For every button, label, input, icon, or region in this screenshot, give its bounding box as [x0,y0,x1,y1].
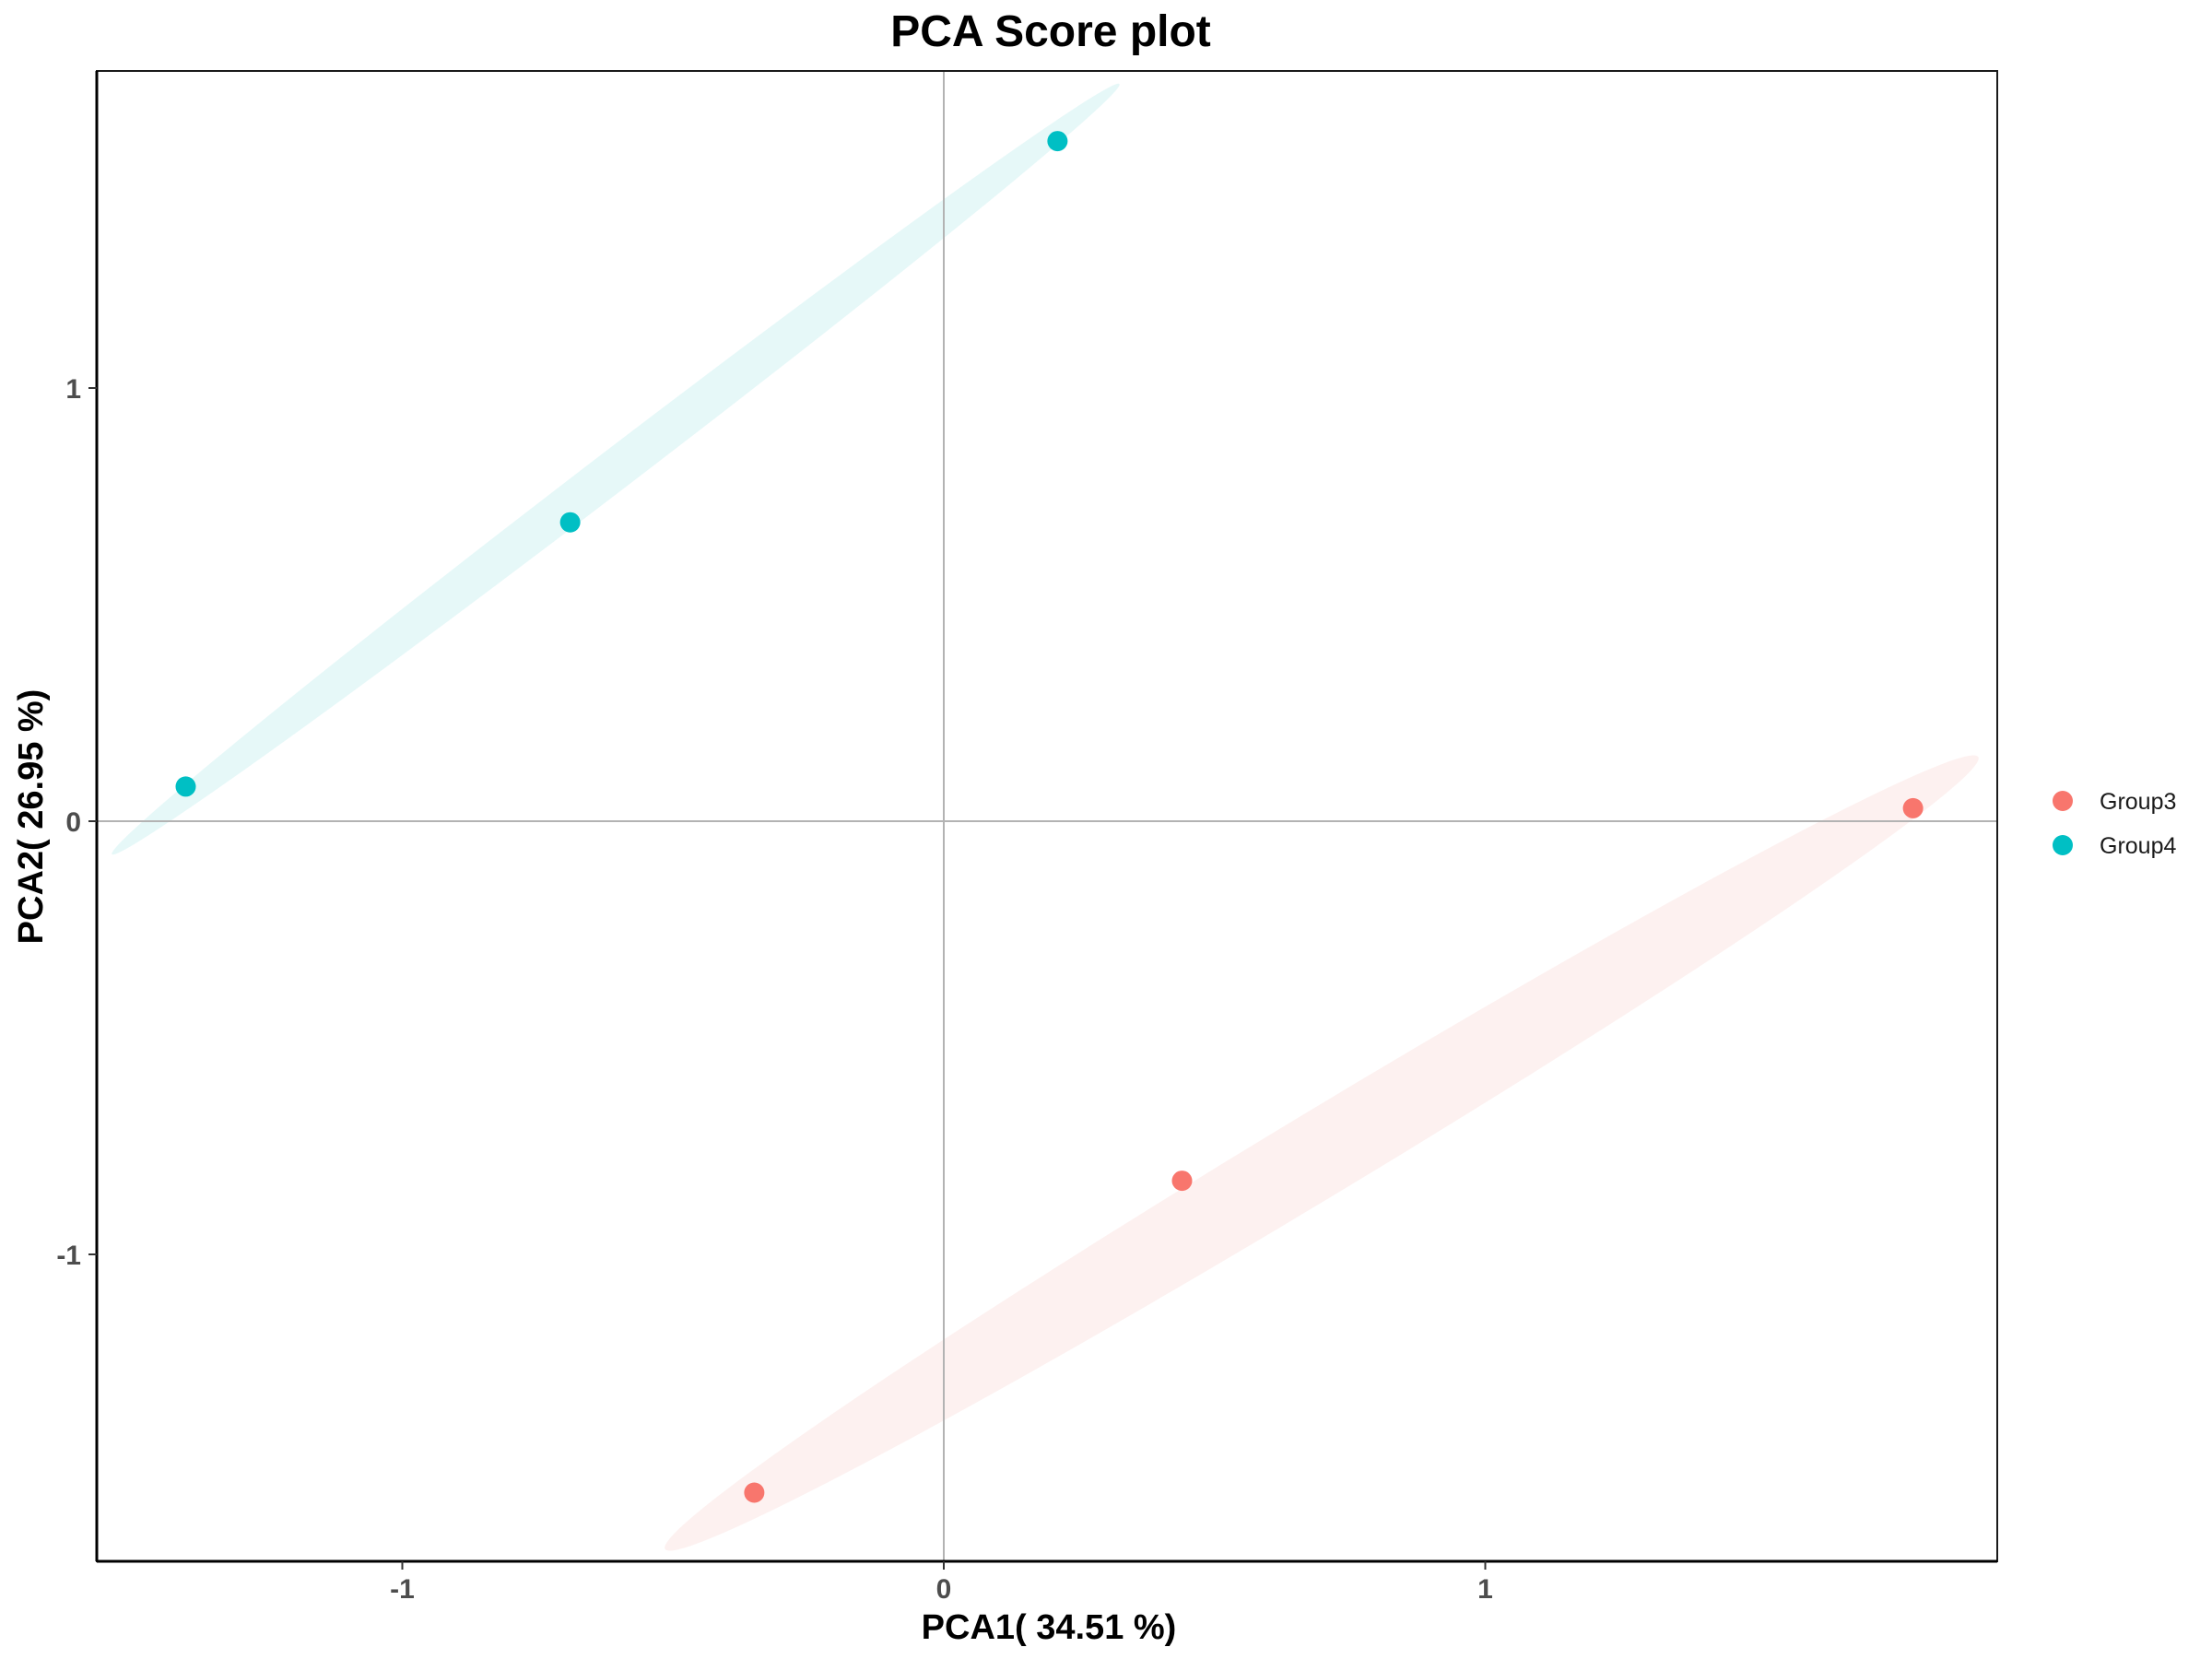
y-tick-label: -1 [56,1241,81,1271]
confidence-ellipses [112,83,1979,1551]
x-tick-label: 1 [1477,1574,1493,1605]
legend-key-group3-icon [2053,791,2073,811]
x-tick-label: 0 [936,1574,952,1605]
ellipse-group3 [665,755,1979,1551]
chart-title: PCA Score plot [890,7,1211,56]
ellipse-group4 [112,83,1120,855]
point-group4 [559,512,581,533]
point-group4 [175,776,196,797]
legend-label-group4: Group4 [2100,833,2176,859]
x-tick-label: -1 [390,1574,415,1605]
data-points [175,131,1924,1503]
x-axis-ticks: -1 0 1 [390,1561,1493,1605]
legend-label-group3: Group3 [2100,789,2176,815]
y-tick-label: 0 [65,807,81,838]
point-group3 [1171,1171,1193,1192]
x-axis-title: PCA1( 34.51 %) [922,1608,1177,1647]
point-group4 [1047,131,1068,152]
point-group3 [744,1482,765,1503]
y-axis-title: PCA2( 26.95 %) [12,689,51,945]
legend: Group3 Group4 [2053,789,2176,859]
point-group3 [1902,797,1924,818]
y-axis-ticks: -1 0 1 [56,374,97,1271]
y-tick-label: 1 [65,374,81,405]
legend-key-group4-icon [2053,835,2073,855]
